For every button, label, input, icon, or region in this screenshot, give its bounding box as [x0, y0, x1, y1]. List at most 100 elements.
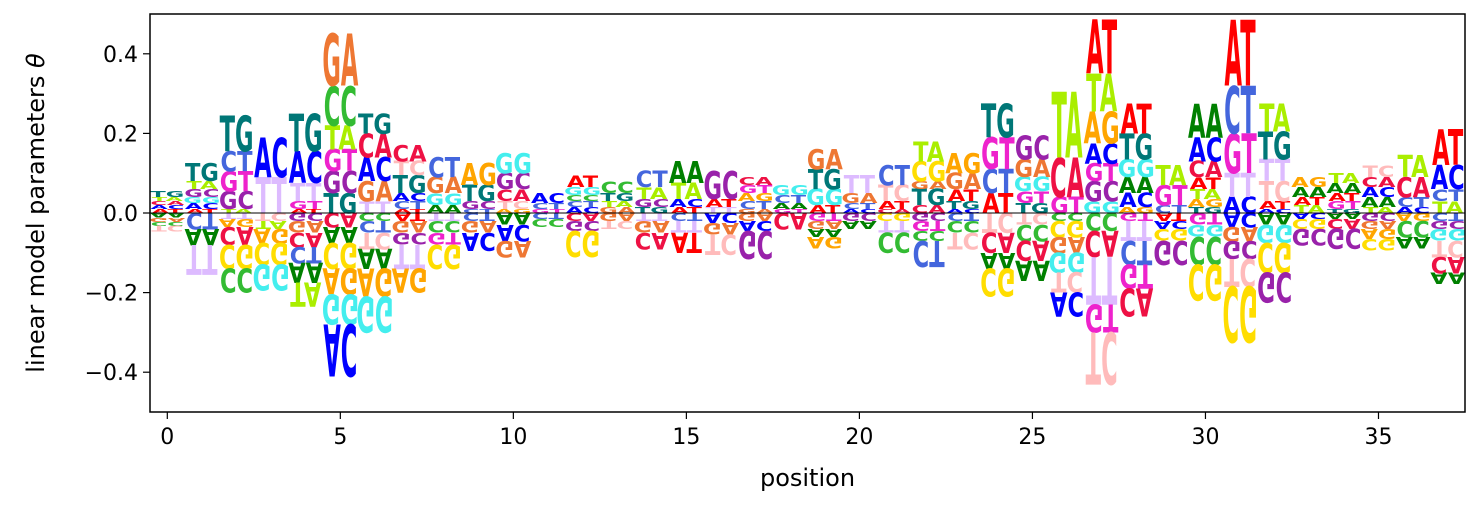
logo-letter-gg: GG	[564, 186, 601, 198]
logo-letter-at: AT	[1086, 5, 1117, 92]
logo-letter-ta: TA	[1259, 97, 1291, 141]
logo-letter-aa: AA	[323, 221, 359, 247]
logo-letter-gt: GT	[531, 208, 566, 214]
logo-letter-ca: CA	[1188, 158, 1223, 184]
logo-letter-ac: AC	[1431, 159, 1465, 197]
logo-letter-tt: TT	[844, 170, 875, 199]
logo-letter-cg: CG	[1153, 225, 1188, 244]
logo-letter-gg: GG	[183, 195, 220, 205]
logo-letter-ac: AC	[1050, 284, 1084, 322]
logo-letter-ac: AC	[185, 201, 219, 211]
logo-letter-tg: TG	[393, 170, 427, 199]
logo-letter-ga: GA	[495, 235, 532, 261]
logo-letter-gc: GC	[1326, 222, 1361, 254]
logo-letter-ct: CT	[394, 200, 426, 212]
logo-letter-tg: TG	[150, 189, 184, 199]
logo-letter-ac: AC	[566, 205, 600, 215]
logo-letter-ca: CA	[1015, 234, 1050, 266]
logo-letter-gc: GC	[738, 221, 773, 265]
y-axis-label-group: linear model parameters θ	[22, 53, 50, 373]
logo-letter-tg: TG	[600, 192, 634, 204]
logo-letter-tt: TT	[705, 205, 737, 215]
logo-letter-gt: GT	[1085, 295, 1119, 339]
logo-letter-gg: GG	[495, 148, 532, 180]
logo-letter-ag: AG	[392, 261, 428, 299]
logo-letter-ac: AC	[254, 126, 288, 190]
logo-letter-tg: TG	[185, 158, 219, 187]
logo-letter-cc: CC	[947, 217, 980, 236]
logo-letter-gg: GG	[806, 185, 843, 211]
logo-letter-ta: TA	[221, 208, 252, 214]
x-tick-label: 20	[845, 425, 873, 450]
logo-letter-at: AT	[1225, 3, 1256, 107]
logo-letter-ca: CA	[220, 221, 255, 250]
logo-letter-tg: TG	[946, 200, 980, 212]
logo-letter-ct: CT	[428, 152, 460, 184]
logo-letter-ct: CT	[913, 231, 945, 273]
logo-letter-ca: CA	[1396, 172, 1431, 204]
logo-letter-ta: TA	[1328, 171, 1360, 186]
logo-letter-tg: TG	[1327, 208, 1361, 214]
logo-letter-ta: TA	[1398, 150, 1429, 185]
logo-letter-cc: CC	[566, 193, 599, 203]
logo-letter-aa: AA	[1119, 173, 1155, 199]
logo-letter-gt: GT	[773, 208, 808, 214]
logo-letter-tt: TT	[671, 217, 703, 236]
logo-letter-gg: GG	[1256, 219, 1293, 248]
logo-letter-at: AT	[290, 208, 322, 214]
logo-letter-tc: TC	[982, 206, 1014, 238]
logo-letter-ac: AC	[1223, 193, 1257, 219]
logo-letter-ga: GA	[807, 144, 844, 176]
logo-letter-ca: CA	[1431, 251, 1466, 277]
logo-letter-ag: AG	[357, 259, 393, 303]
logo-letter-tt: TT	[186, 235, 218, 283]
logo-letter-ca: CA	[981, 226, 1016, 258]
logo-letter-tc: TC	[947, 227, 979, 253]
logo-letter-aa: AA	[1396, 233, 1432, 252]
logo-letter-ca: CA	[635, 227, 670, 253]
logo-letter-ct: CT	[186, 207, 218, 233]
logo-letter-ag: AG	[807, 233, 843, 252]
logo-letter-tc: TC	[394, 158, 426, 180]
logo-letter-tc: TC	[601, 218, 633, 230]
logo-letter-gt: GT	[1189, 209, 1223, 228]
logo-letter-ca: CA	[358, 127, 392, 165]
logo-letter-tc: TC	[1224, 249, 1256, 293]
logo-letter-gc: GC	[1257, 263, 1292, 311]
logo-letter-ac: AC	[739, 217, 773, 232]
logo-letter-gg: GG	[1429, 225, 1466, 244]
logo-letter-ac: AC	[289, 144, 323, 194]
logo-letter-gg: GG	[1118, 154, 1155, 183]
logo-letter-ta: TA	[256, 218, 287, 230]
logo-letter-ca: CA	[323, 208, 358, 230]
logo-letter-ac: AC	[669, 198, 703, 210]
logo-letter-at: AT	[1294, 196, 1325, 208]
logo-letter-aa: AA	[150, 211, 185, 218]
logo-letter-ga: GA	[322, 21, 358, 103]
logo-letter-cc: CC	[1189, 227, 1222, 271]
logo-letter-gc: GC	[461, 200, 496, 212]
logo-letter-ct: CT	[359, 217, 392, 236]
x-tick-label: 10	[499, 425, 527, 450]
logo-letter-ta: TA	[1051, 75, 1082, 179]
logo-letter-ga: GA	[738, 208, 774, 214]
logo-letter-gc: GC	[392, 229, 427, 248]
logo-letter-ga: GA	[1049, 231, 1086, 257]
logo-letter-tc: TC	[1259, 176, 1291, 208]
logo-letter-at: AT	[186, 208, 218, 214]
logo-letter-ac: AC	[1292, 211, 1326, 221]
logo-letter-tt: TT	[359, 198, 391, 217]
logo-letter-at: AT	[152, 208, 184, 214]
logo-letter-aa: AA	[288, 256, 323, 288]
logo-letter-cc: CC	[912, 227, 945, 242]
y-axis-label-text: linear model parameters	[22, 76, 50, 373]
y-axis-ticks: −0.4 −0.2 0.0 0.2 0.4	[85, 43, 150, 386]
logo-letter-at: AT	[567, 172, 599, 191]
logo-letter-tt: TT	[221, 211, 253, 221]
y-axis-label-symbol: θ	[22, 53, 50, 68]
logo-letter-gg: GG	[322, 285, 359, 333]
logo-letter-cg: CG	[1223, 268, 1258, 356]
logo-letter-ac: AC	[462, 227, 496, 256]
logo-letter-ca: CA	[150, 200, 184, 206]
